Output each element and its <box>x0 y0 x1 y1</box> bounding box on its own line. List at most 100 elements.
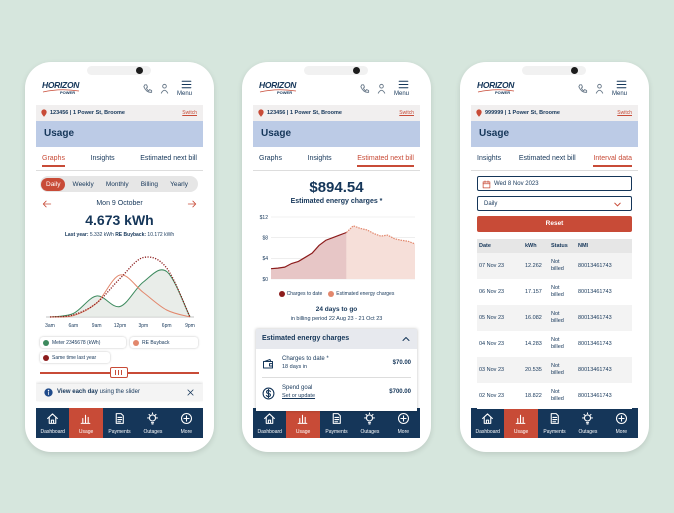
reset-button[interactable]: Reset <box>477 216 632 232</box>
tab[interactable]: Estimated next bill <box>140 154 197 162</box>
legend-swatch <box>43 354 49 361</box>
table-cell: 18.822 <box>525 392 542 399</box>
menu-label[interactable]: Menu <box>394 91 410 97</box>
page-title: Usage <box>261 128 292 139</box>
switch-link[interactable]: Switch <box>399 110 414 116</box>
icon-shape <box>182 415 190 422</box>
arrowR-icon[interactable] <box>187 199 197 209</box>
icon-shape <box>47 389 50 392</box>
table-row <box>477 305 632 331</box>
nav-label: Dashboard <box>475 429 500 435</box>
nav-item[interactable]: More <box>170 408 203 438</box>
tab[interactable]: Insights <box>477 154 502 162</box>
tab[interactable]: Graphs <box>259 154 282 162</box>
switch-link[interactable]: Switch <box>182 110 197 116</box>
nav-item[interactable]: Usage <box>286 408 320 438</box>
nav-label: Usage <box>513 429 529 435</box>
period-pill[interactable]: Weekly <box>72 180 94 188</box>
dollar-icon <box>262 387 275 400</box>
bottom-nav: Dashboard Usage Payments Outages More <box>36 408 203 438</box>
bars-icon <box>298 414 308 424</box>
nav-item[interactable]: Payments <box>320 408 353 438</box>
icon-shape <box>143 84 153 93</box>
tab[interactable]: Interval data <box>593 151 632 167</box>
icon-shape <box>402 337 410 341</box>
close-icon[interactable] <box>186 388 195 397</box>
nav-item[interactable]: Outages <box>136 408 169 438</box>
x-tick-label: 3am <box>45 323 55 329</box>
item-link[interactable]: Set or update <box>282 393 316 399</box>
menu-label[interactable]: Menu <box>612 91 628 97</box>
nav-item[interactable]: More <box>387 408 420 438</box>
icon-shape <box>265 388 271 399</box>
tab[interactable]: Estimated next bill <box>518 154 576 162</box>
x-tick-label: 6pm <box>162 323 172 329</box>
icon-shape <box>298 414 308 424</box>
legend: Charges to date Estimated energy charges <box>253 291 420 297</box>
icon-shape <box>552 416 558 423</box>
nav-item[interactable]: Payments <box>538 408 571 438</box>
tab[interactable]: Graphs <box>42 151 65 167</box>
icon-shape <box>47 413 58 424</box>
slider-handle[interactable] <box>110 367 128 378</box>
brand-sub: POWER <box>277 90 293 95</box>
nav-label: Dashboard <box>40 429 65 435</box>
bars-icon <box>516 414 526 424</box>
table-cell: Not billed <box>551 285 564 298</box>
nav-item[interactable]: Usage <box>504 408 538 438</box>
table-header <box>477 239 632 253</box>
camera <box>571 67 578 74</box>
icon-shape <box>399 415 407 422</box>
period-pill[interactable]: Billing <box>140 180 159 188</box>
title-bar <box>471 121 638 147</box>
period-pill[interactable]: Daily <box>41 177 66 191</box>
nav-item[interactable]: Payments <box>103 408 136 438</box>
hint-bar: View each day using the slider <box>36 384 203 401</box>
period-pill[interactable]: Monthly <box>105 180 129 188</box>
tab[interactable]: Estimated next bill <box>357 151 414 167</box>
nav-item[interactable]: Usage <box>69 408 103 438</box>
title-bar <box>36 121 203 147</box>
nav-item[interactable]: Dashboard <box>36 408 69 438</box>
item-title: Spend goal <box>282 385 313 391</box>
logo-swoosh <box>259 89 297 93</box>
table-row <box>477 383 632 409</box>
phone: HORIZON POWER Menu 123456 | 1 Power St, Bro… <box>25 62 214 452</box>
tab[interactable]: Insights <box>90 154 115 162</box>
camera-notch <box>87 66 151 75</box>
nav-item[interactable]: More <box>605 408 638 438</box>
arrowL-icon[interactable] <box>42 199 52 209</box>
table-cell: 07 Nov 23 <box>479 262 505 269</box>
switch-link[interactable]: Switch <box>617 110 632 116</box>
column-header: Date <box>479 243 491 249</box>
screen: HORIZON POWER Menu 123456 | 1 Power St, Bro… <box>253 75 420 438</box>
buyback-label: RE Buyback: <box>115 232 147 238</box>
date-input[interactable]: Wed 8 Nov 2023 <box>477 176 632 191</box>
icon-shape <box>578 84 588 93</box>
column-header: kWh <box>525 243 537 249</box>
menu-label[interactable]: Menu <box>177 91 193 97</box>
series-line <box>49 274 191 318</box>
home-icon <box>482 413 493 424</box>
table-cell: 80013461743 <box>578 366 612 373</box>
menu-icon <box>181 80 192 89</box>
column-header: NMI <box>578 243 589 249</box>
nav-item[interactable]: Outages <box>353 408 386 438</box>
table-cell: 14.283 <box>525 340 542 347</box>
period-pill[interactable]: Yearly <box>170 180 188 188</box>
tab[interactable]: Insights <box>307 154 332 162</box>
nav-item[interactable]: Outages <box>571 408 604 438</box>
icon-shape <box>187 200 197 208</box>
screen: HORIZON POWER Menu 999999 | 1 Power St, Bro… <box>471 75 638 438</box>
account-bar <box>471 105 638 121</box>
screen: HORIZON POWER Menu 123456 | 1 Power St, Bro… <box>36 75 203 438</box>
legend-item: Estimated energy charges <box>328 291 394 297</box>
y-tick-label: $12 <box>260 215 269 221</box>
nav-item[interactable]: Dashboard <box>253 408 286 438</box>
nav-item[interactable]: Dashboard <box>471 408 504 438</box>
swoosh <box>477 89 515 93</box>
series-area <box>346 225 415 279</box>
accordion-header[interactable]: Estimated energy charges <box>256 329 417 349</box>
series-line <box>49 256 191 318</box>
frequency-select[interactable]: Daily <box>477 196 632 211</box>
